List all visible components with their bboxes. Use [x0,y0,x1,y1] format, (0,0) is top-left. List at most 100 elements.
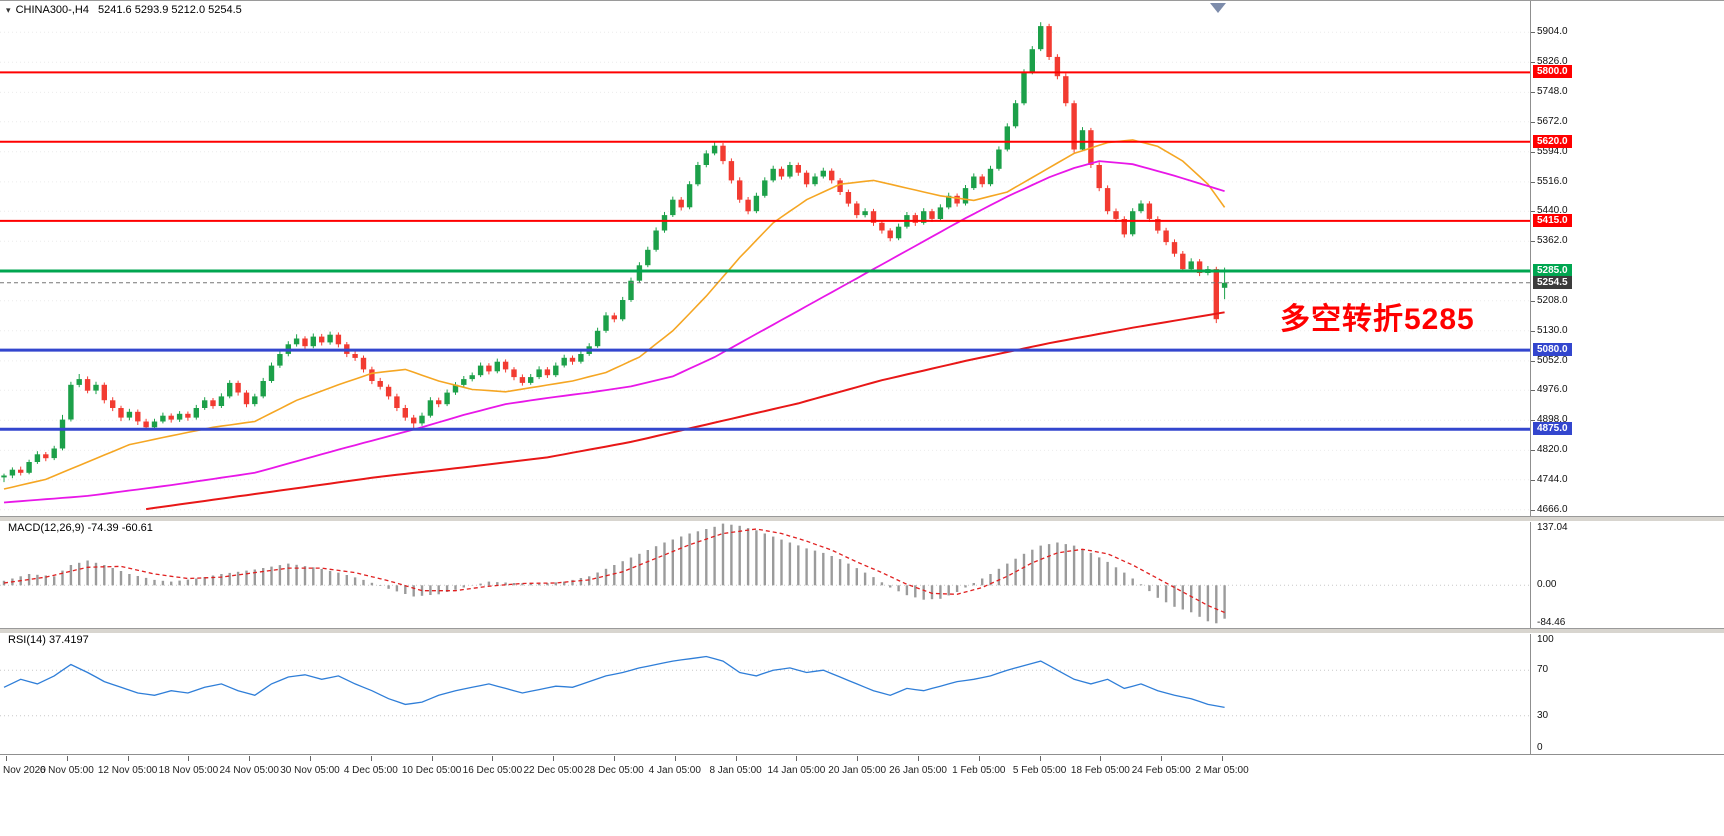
time-axis-tick [432,756,433,761]
axis-tick [1531,450,1535,451]
time-axis-label: 4 Jan 05:00 [648,765,701,776]
time-axis-label: 18 Feb 05:00 [1070,765,1130,776]
time-axis-tick [67,756,68,761]
rsi-axis-label: 70 [1537,664,1549,675]
axis-tick [1531,480,1535,481]
ma-mid-magenta [3,160,1225,504]
price-axis-label: 4744.0 [1537,474,1568,485]
rsi-axis-label: 0 [1537,742,1543,753]
price-axis-label: 5362.0 [1537,235,1568,246]
time-axis[interactable]: Nov 2020 6 Nov 05:00 12 Nov 05:00 18 Nov 05… [0,756,1724,784]
axis-tick [1531,32,1535,33]
time-axis-tick [553,756,554,761]
time-axis-tick [857,756,858,761]
time-axis-tick [492,756,493,761]
hline-price-badge: 4875.0 [1533,422,1572,435]
macd-axis-label: 0.00 [1537,579,1557,590]
axis-tick [1531,92,1535,93]
time-axis-label: 16 Dec 05:00 [462,765,523,776]
price-axis-label: 5052.0 [1537,355,1568,366]
time-axis-label: 2 Mar 05:00 [1195,765,1249,776]
time-axis-tick [796,756,797,761]
time-axis-label: 4 Dec 05:00 [343,765,398,776]
panel-separator[interactable] [0,516,1724,522]
ma-slow-red [145,311,1225,511]
time-axis-tick [188,756,189,761]
axis-tick [1531,331,1535,332]
time-axis-label: 24 Nov 05:00 [219,765,279,776]
macd-chart-canvas[interactable] [0,520,1530,628]
price-axis-label: 4666.0 [1537,504,1568,515]
rsi-panel[interactable]: RSI(14) 37.4197 [0,632,1530,754]
time-axis-label: 6 Nov 05:00 [39,765,94,776]
price-axis-label: 4898.0 [1537,414,1568,425]
price-axis-label: 4820.0 [1537,444,1568,455]
macd-axis-label: -84.46 [1537,617,1566,628]
price-axis-label: 5130.0 [1537,325,1568,336]
rsi-line [3,655,1225,709]
axis-tick [1531,301,1535,302]
axis-tick [1531,420,1535,421]
price-axis-label: 5826.0 [1537,56,1568,67]
axis-tick [1531,62,1535,63]
time-axis-tick [1161,756,1162,761]
price-chart-canvas[interactable] [0,1,1530,516]
time-axis-label: 10 Dec 05:00 [401,765,462,776]
time-axis-label: 18 Nov 05:00 [158,765,219,776]
hline-price-badge: 5620.0 [1533,135,1572,148]
time-axis-label: 20 Jan 05:00 [828,765,887,776]
hline-price-badge: 5800.0 [1533,65,1572,78]
axis-tick [1531,241,1535,242]
axis-tick [1531,510,1535,511]
time-axis-label: 28 Dec 05:00 [584,765,644,776]
macd-axis-label: 137.04 [1537,522,1568,533]
symbol-timeframe-label: CHINA300-,H4 [15,4,89,16]
price-axis-label: 4976.0 [1537,384,1568,395]
axis-tick [1531,361,1535,362]
macd-legend: MACD(12,26,9) -74.39 -60.61 [8,522,153,534]
price-axis-label: 5904.0 [1537,26,1568,37]
current-price-badge: 5254.5 [1533,276,1572,289]
symbol-dropdown-icon[interactable]: ▾ [6,5,11,15]
price-axis-label: 5748.0 [1537,86,1568,97]
price-axis-label: 5440.0 [1537,205,1568,216]
rsi-chart-canvas[interactable] [0,632,1530,754]
rsi-legend: RSI(14) 37.4197 [8,634,89,646]
time-axis-tick [1222,756,1223,761]
price-gridlines [0,31,1530,511]
time-axis-tick [1100,756,1101,761]
price-axis-label: 5516.0 [1537,176,1568,187]
price-axis-label: 5594.0 [1537,146,1568,157]
time-axis-label: 30 Nov 05:00 [280,765,340,776]
rsi-axis-label: 30 [1537,710,1549,721]
time-axis-tick [614,756,615,761]
annotation-text[interactable]: 多空转折5285 [1280,303,1475,336]
time-axis-tick [736,756,737,761]
macd-panel[interactable]: MACD(12,26,9) -74.39 -60.61 [0,520,1530,628]
price-axis[interactable]: 5904.0 5826.0 5748.0 5672.0 5594.0 5516.0 5440… [1530,1,1724,754]
panel-separator[interactable] [0,628,1724,634]
axis-tick [1531,390,1535,391]
ohlc-values: 5241.6 5293.9 5212.0 5254.5 [98,4,242,16]
hline-price-badge: 5415.0 [1533,214,1572,227]
time-axis-label: 26 Jan 05:00 [889,765,947,776]
time-axis-label: 8 Jan 05:00 [709,765,762,776]
time-axis-tick [6,756,7,761]
price-axis-label: 5208.0 [1537,295,1568,306]
price-panel[interactable]: ▾ CHINA300-,H4 5241.6 5293.9 5212.0 5254… [0,1,1530,516]
time-axis-label: 12 Nov 05:00 [97,765,158,776]
time-axis-tick [918,756,919,761]
time-axis-tick [371,756,372,761]
hline-price-badge: 5285.0 [1533,264,1572,277]
time-axis-label: Nov 2020 [3,765,46,776]
time-axis-label: 14 Jan 05:00 [767,765,826,776]
chart-shift-marker-icon[interactable] [1210,3,1226,13]
time-axis-label: 24 Feb 05:00 [1131,765,1191,776]
hline-price-badge: 5080.0 [1533,343,1572,356]
price-axis-label: 5672.0 [1537,116,1568,127]
macd-signal-line [3,528,1225,614]
axis-tick [1531,122,1535,123]
time-axis-separator [0,754,1724,755]
time-axis-tick [249,756,250,761]
